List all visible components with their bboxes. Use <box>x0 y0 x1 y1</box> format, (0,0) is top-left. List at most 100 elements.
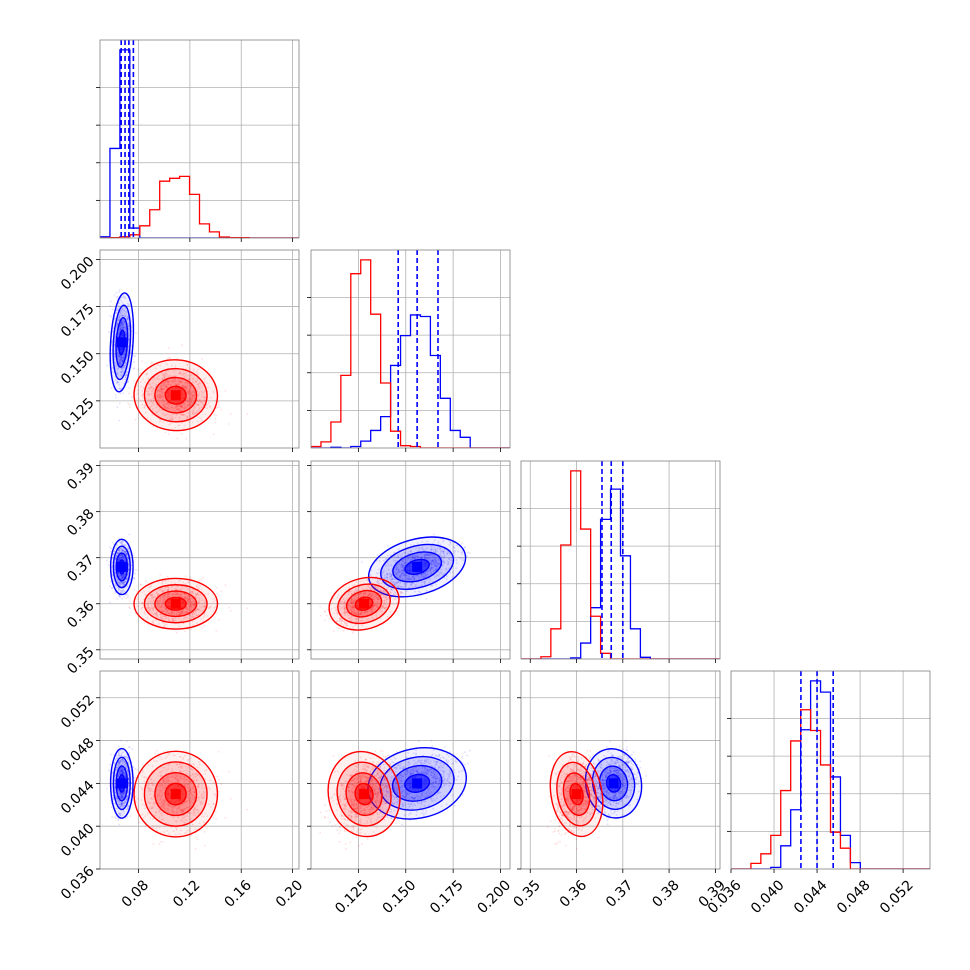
scatter-point <box>377 583 380 585</box>
scatter-point <box>119 358 122 361</box>
scatter-point <box>162 611 165 614</box>
scatter-point <box>106 364 108 367</box>
scatter-point <box>144 411 147 414</box>
scatter-point <box>375 614 377 617</box>
scatter-point <box>181 611 184 614</box>
scatter-point <box>403 573 406 576</box>
scatter-point <box>396 572 399 574</box>
scatter-point <box>435 575 437 578</box>
scatter-point <box>152 425 155 428</box>
scatter-point <box>185 611 188 614</box>
scatter-point <box>155 411 157 414</box>
scatter-point <box>163 606 166 609</box>
scatter-point <box>160 385 162 388</box>
y-tick-label: 0.175 <box>58 301 98 341</box>
scatter-point <box>186 601 189 603</box>
scatter-point <box>161 377 164 380</box>
scatter-point <box>120 359 123 362</box>
scatter-point <box>186 610 189 613</box>
scatter-point <box>110 587 113 590</box>
scatter-point <box>179 380 182 382</box>
scatter-point <box>120 310 123 313</box>
scatter-point <box>200 588 203 591</box>
scatter-point <box>163 597 165 600</box>
scatter-point <box>160 613 162 616</box>
scatter-point <box>353 617 356 620</box>
scatter-point <box>184 374 187 377</box>
scatter-point <box>128 386 131 389</box>
scatter-point <box>167 592 169 595</box>
scatter-point <box>229 413 232 415</box>
scatter-point <box>192 603 195 606</box>
scatter-point <box>188 597 191 600</box>
scatter-point <box>382 606 385 609</box>
scatter-point <box>191 615 194 617</box>
scatter-point <box>399 585 402 588</box>
scatter-point <box>362 592 365 595</box>
scatter-point <box>164 380 167 383</box>
scatter-point <box>160 394 162 397</box>
scatter-point <box>167 383 170 386</box>
scatter-point <box>162 590 165 593</box>
scatter-point <box>174 582 177 585</box>
scatter-point <box>183 597 186 599</box>
scatter-point <box>118 355 120 358</box>
scatter-point <box>432 562 435 565</box>
scatter-point <box>370 593 372 596</box>
scatter-point <box>382 590 385 592</box>
scatter-point <box>194 392 196 395</box>
scatter-point <box>150 400 152 403</box>
scatter-point <box>183 403 186 405</box>
scatter-point <box>193 603 196 606</box>
scatter-point <box>424 572 427 575</box>
scatter-point <box>161 391 164 393</box>
scatter-point <box>395 564 398 567</box>
scatter-point <box>192 611 195 614</box>
scatter-point <box>183 386 185 389</box>
scatter-point <box>147 378 150 380</box>
scatter-point <box>110 547 112 550</box>
scatter-point <box>125 553 128 556</box>
scatter-point <box>192 377 195 380</box>
scatter-point <box>194 394 196 397</box>
scatter-point <box>174 620 177 622</box>
scatter-point <box>167 586 170 589</box>
scatter-point <box>366 578 369 581</box>
scatter-point <box>186 600 189 603</box>
scatter-point <box>387 568 390 571</box>
scatter-point <box>447 562 450 565</box>
scatter-point <box>449 541 452 544</box>
scatter-point <box>127 325 130 328</box>
scatter-point <box>168 403 170 406</box>
scatter-point <box>122 581 125 584</box>
scatter-point <box>125 594 127 596</box>
scatter-point <box>377 596 380 598</box>
scatter-point <box>127 545 129 548</box>
scatter-point <box>338 605 341 608</box>
scatter-point <box>151 621 154 624</box>
scatter-point <box>156 601 159 604</box>
scatter-point <box>435 560 437 562</box>
scatter-point <box>186 606 188 609</box>
scatter-point <box>454 549 457 552</box>
scatter-point <box>111 573 114 576</box>
scatter-point <box>376 604 378 607</box>
scatter-point <box>122 575 125 578</box>
scatter-point <box>201 411 204 414</box>
scatter-point <box>155 612 158 615</box>
scatter-point <box>119 574 122 576</box>
scatter-point <box>117 560 120 563</box>
scatter-point <box>123 312 126 315</box>
scatter-point <box>144 381 147 383</box>
scatter-point <box>386 576 389 579</box>
scatter-point <box>375 571 378 574</box>
scatter-point <box>370 569 373 571</box>
scatter-point <box>180 610 183 613</box>
scatter-point <box>119 576 122 579</box>
scatter-point <box>163 381 165 384</box>
scatter-point <box>428 567 431 570</box>
scatter-point <box>123 557 126 560</box>
scatter-point <box>386 587 389 589</box>
scatter-point <box>433 560 436 563</box>
scatter-point <box>386 575 388 578</box>
